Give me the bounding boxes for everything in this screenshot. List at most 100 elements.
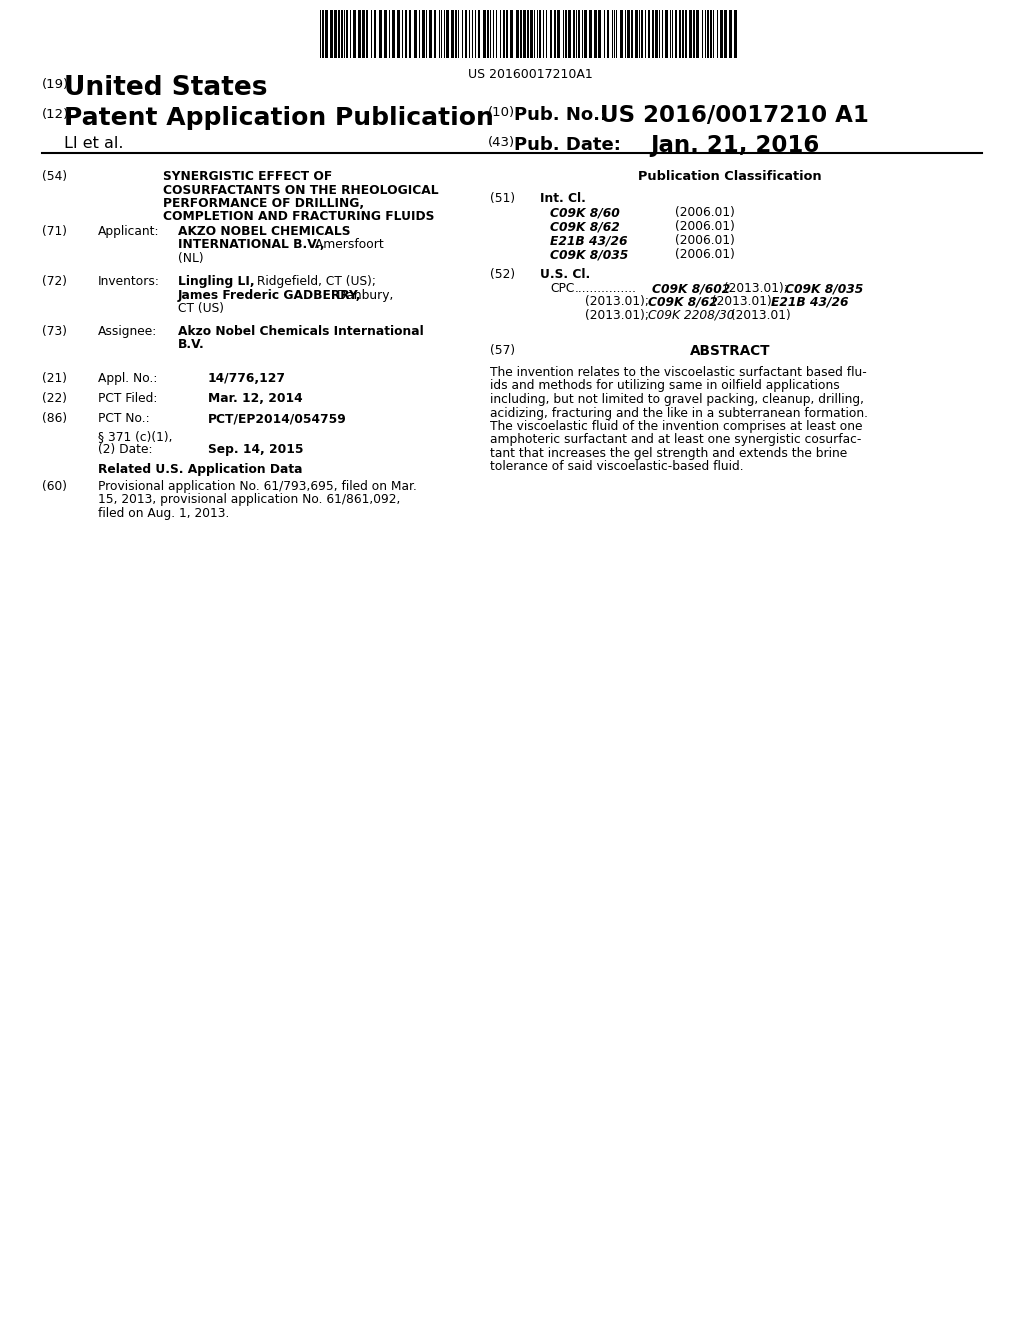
Text: (2006.01): (2006.01) <box>675 234 735 247</box>
Text: Applicant:: Applicant: <box>98 224 160 238</box>
Text: Akzo Nobel Chemicals International: Akzo Nobel Chemicals International <box>178 325 424 338</box>
Text: E21B 43/26: E21B 43/26 <box>771 296 849 309</box>
Bar <box>539 11 541 58</box>
Text: CT (US): CT (US) <box>178 302 224 315</box>
Text: LI et al.: LI et al. <box>63 136 124 150</box>
Text: (57): (57) <box>490 345 515 356</box>
Bar <box>341 11 343 58</box>
Text: Pub. No.:: Pub. No.: <box>514 106 607 124</box>
Text: (71): (71) <box>42 224 67 238</box>
Text: (86): (86) <box>42 412 68 425</box>
Text: COMPLETION AND FRACTURING FLUIDS: COMPLETION AND FRACTURING FLUIDS <box>163 210 434 223</box>
Bar <box>358 11 361 58</box>
Text: Mar. 12, 2014: Mar. 12, 2014 <box>208 392 303 405</box>
Bar <box>607 11 609 58</box>
Bar <box>682 11 684 58</box>
Bar <box>652 11 654 58</box>
Bar <box>516 11 519 58</box>
Text: PCT No.:: PCT No.: <box>98 412 150 425</box>
Bar <box>322 11 324 58</box>
Bar <box>510 11 513 58</box>
Text: (2013.01);: (2013.01); <box>720 282 792 294</box>
Text: (51): (51) <box>490 191 515 205</box>
Bar <box>598 11 601 58</box>
Bar <box>685 11 687 58</box>
Text: tolerance of said viscoelastic-based fluid.: tolerance of said viscoelastic-based flu… <box>490 461 743 474</box>
Bar <box>594 11 597 58</box>
Text: (12): (12) <box>42 108 70 121</box>
Text: Danbury,: Danbury, <box>333 289 393 301</box>
Bar <box>720 11 723 58</box>
Text: (2013.01);: (2013.01); <box>585 309 652 322</box>
Bar <box>422 11 425 58</box>
Bar <box>483 11 486 58</box>
Bar <box>675 11 677 58</box>
Bar <box>451 11 454 58</box>
Text: U.S. Cl.: U.S. Cl. <box>540 268 590 281</box>
Text: (21): (21) <box>42 372 67 385</box>
Text: C09K 8/60: C09K 8/60 <box>550 206 620 219</box>
Bar <box>584 11 587 58</box>
Bar <box>455 11 457 58</box>
Bar <box>414 11 417 58</box>
Text: (2006.01): (2006.01) <box>675 220 735 234</box>
Text: Inventors:: Inventors: <box>98 275 160 288</box>
Text: Assignee:: Assignee: <box>98 325 158 338</box>
Text: 15, 2013, provisional application No. 61/861,092,: 15, 2013, provisional application No. 61… <box>98 494 400 507</box>
Bar <box>578 11 580 58</box>
Text: United States: United States <box>63 75 267 102</box>
Text: The invention relates to the viscoelastic surfactant based flu-: The invention relates to the viscoelasti… <box>490 366 866 379</box>
Text: tant that increases the gel strength and extends the brine: tant that increases the gel strength and… <box>490 447 847 459</box>
Bar <box>568 11 571 58</box>
Text: (19): (19) <box>42 78 70 91</box>
Text: C09K 8/62: C09K 8/62 <box>648 296 718 309</box>
Bar <box>693 11 695 58</box>
Bar <box>429 11 432 58</box>
Text: CPC: CPC <box>550 282 574 294</box>
Bar <box>729 11 732 58</box>
Text: COSURFACTANTS ON THE RHEOLOGICAL: COSURFACTANTS ON THE RHEOLOGICAL <box>163 183 438 197</box>
Bar <box>434 11 436 58</box>
Text: US 2016/0017210 A1: US 2016/0017210 A1 <box>600 104 869 127</box>
Bar <box>520 11 522 58</box>
Text: C09K 2208/30: C09K 2208/30 <box>648 309 734 322</box>
Text: Int. Cl.: Int. Cl. <box>540 191 586 205</box>
Text: Pub. Date:: Pub. Date: <box>514 136 621 154</box>
Text: filed on Aug. 1, 2013.: filed on Aug. 1, 2013. <box>98 507 229 520</box>
Bar <box>397 11 400 58</box>
Text: (2013.01);: (2013.01); <box>708 296 779 309</box>
Text: Jan. 21, 2016: Jan. 21, 2016 <box>650 135 819 157</box>
Bar <box>707 11 709 58</box>
Text: (60): (60) <box>42 480 67 492</box>
Bar <box>366 11 368 58</box>
Text: (2013.01): (2013.01) <box>727 309 791 322</box>
Text: C09K 8/035: C09K 8/035 <box>550 248 629 261</box>
Bar <box>635 11 638 58</box>
Bar <box>325 11 328 58</box>
Text: B.V.: B.V. <box>178 338 205 351</box>
Text: ................: ................ <box>575 282 637 294</box>
Bar <box>627 11 630 58</box>
Bar <box>384 11 387 58</box>
Bar <box>338 11 340 58</box>
Text: (72): (72) <box>42 275 67 288</box>
Text: (2006.01): (2006.01) <box>675 248 735 261</box>
Text: acidizing, fracturing and the like in a subterranean formation.: acidizing, fracturing and the like in a … <box>490 407 868 420</box>
Bar <box>465 11 467 58</box>
Text: (10): (10) <box>488 106 515 119</box>
Bar <box>379 11 382 58</box>
Bar <box>710 11 712 58</box>
Text: Amersfoort: Amersfoort <box>311 239 384 252</box>
Bar <box>523 11 526 58</box>
Text: C09K 8/035: C09K 8/035 <box>785 282 863 294</box>
Bar <box>696 11 699 58</box>
Text: § 371 (c)(1),: § 371 (c)(1), <box>98 430 172 444</box>
Text: Related U.S. Application Data: Related U.S. Application Data <box>97 463 302 477</box>
Text: Publication Classification: Publication Classification <box>638 170 822 183</box>
Text: ids and methods for utilizing same in oilfield applications: ids and methods for utilizing same in oi… <box>490 380 840 392</box>
Text: 14/776,127: 14/776,127 <box>208 372 286 385</box>
Bar <box>724 11 727 58</box>
Text: amphoteric surfactant and at least one synergistic cosurfac-: amphoteric surfactant and at least one s… <box>490 433 861 446</box>
Text: PERFORMANCE OF DRILLING,: PERFORMANCE OF DRILLING, <box>163 197 365 210</box>
Text: Provisional application No. 61/793,695, filed on Mar.: Provisional application No. 61/793,695, … <box>98 480 417 492</box>
